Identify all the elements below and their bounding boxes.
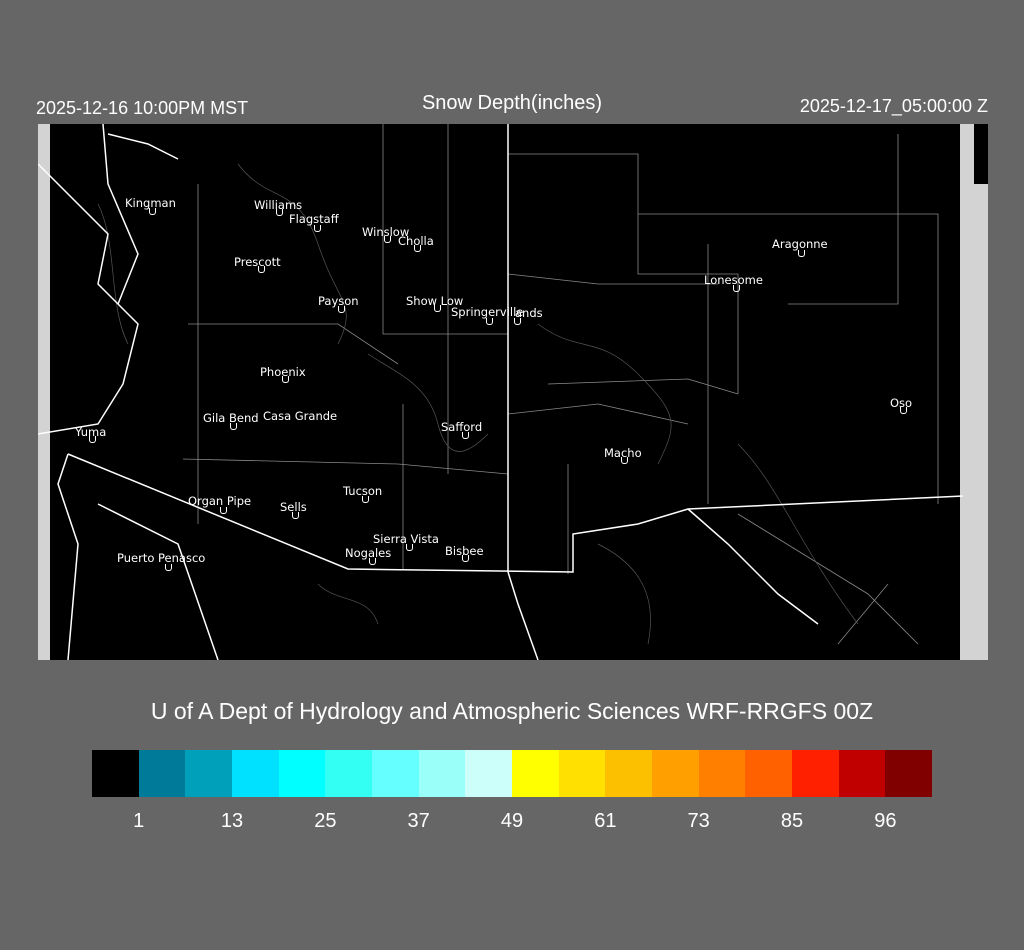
colorbar-tick-label: 25 [314, 810, 337, 832]
city-marker-icon [314, 225, 321, 232]
colorbar-swatch [278, 750, 326, 797]
colorbar-swatch [418, 750, 466, 797]
city-marker-icon [621, 457, 628, 464]
city-label: Show Low [406, 294, 464, 308]
city-marker-icon [220, 507, 227, 514]
colorbar-tick-label: 73 [687, 810, 710, 832]
colorbar-swatch [698, 750, 746, 797]
county-lines [182, 124, 939, 645]
city-marker-icon [462, 555, 469, 562]
city-label: Flagstaff [289, 212, 339, 226]
city-label: Sells [280, 500, 307, 514]
city-marker-icon [514, 318, 521, 325]
city-label: Sierra Vista [373, 532, 439, 546]
city-label: Cholla [398, 234, 434, 248]
city-marker-icon [362, 496, 369, 503]
city-label: Williams [254, 198, 303, 212]
city-label: Springerville [451, 305, 524, 319]
city-label: Oso [890, 396, 913, 410]
city-label: Tucson [343, 484, 383, 498]
terrain-contours [97, 163, 859, 645]
colorbar-swatch [138, 750, 186, 797]
city-marker-icon [230, 423, 237, 430]
map-boundaries [38, 124, 988, 660]
city-marker-icon [434, 305, 441, 312]
city-label: Bisbee [445, 544, 484, 558]
city-marker-icon [369, 558, 376, 565]
city-label: ands [515, 306, 543, 320]
city-label: Safford [441, 420, 483, 434]
colorbar-swatch [792, 750, 839, 797]
city-label: Organ Pipe [188, 494, 252, 508]
colorbar-swatch [885, 750, 933, 797]
city-label: Macho [604, 446, 642, 460]
no-data-strip-left [38, 124, 50, 660]
city-label: Nogales [345, 546, 392, 560]
city-label: Kingman [125, 196, 176, 210]
city-label: Gila Bend [203, 411, 259, 425]
colorbar-tick-label: 96 [874, 810, 897, 832]
city-label: Phoenix [260, 365, 306, 379]
city-marker-icon [276, 209, 283, 216]
city-marker-icon [900, 407, 907, 414]
no-data-strip-right [960, 124, 988, 660]
city-marker-icon [338, 306, 345, 313]
snow-depth-map [38, 124, 988, 660]
colorbar-tick-label: 49 [500, 810, 524, 832]
state-borders [38, 124, 964, 660]
local-time: 2025-12-16 10:00PM MST [36, 98, 249, 118]
city-marker-icon [89, 436, 96, 443]
city-label: Yuma [75, 425, 107, 439]
colorbar-swatch [232, 750, 279, 797]
colorbar-swatch [372, 750, 419, 797]
colorbar-tick-label: 61 [594, 810, 617, 832]
utc-time: 2025-12-17_05:00:00 Z [799, 96, 988, 116]
colorbar-tick-label: 37 [407, 810, 430, 832]
city-marker-icon [406, 544, 413, 551]
colorbar-swatch [558, 750, 606, 797]
colorbar [92, 750, 933, 797]
city-label: Puerto Penasco [117, 551, 206, 565]
city-label: Aragonne [772, 237, 828, 251]
city-marker-icon [282, 376, 289, 383]
credit-text: U of A Dept of Hydrology and Atmospheric… [150, 698, 874, 724]
colorbar-swatch [745, 750, 793, 797]
city-marker-icon [733, 285, 740, 292]
map-title: Snow Depth(inches) [421, 92, 603, 114]
city-marker-icon [292, 512, 299, 519]
city-marker-icon [384, 236, 391, 243]
colorbar-swatch [838, 750, 886, 797]
colorbar-swatch [185, 750, 233, 797]
city-label: Prescott [234, 255, 281, 269]
colorbar-tick-label: 85 [780, 810, 804, 832]
city-marker-icon [258, 266, 265, 273]
city-marker-icon [165, 564, 172, 571]
city-label: Casa Grande [263, 409, 338, 423]
colorbar-swatch [92, 750, 139, 797]
colorbar-swatch [605, 750, 653, 797]
city-marker-icon [462, 432, 469, 439]
city-label: Lonesome [704, 273, 763, 287]
colorbar-swatch [512, 750, 559, 797]
colorbar-swatch [325, 750, 373, 797]
city-marker-icon [798, 250, 805, 257]
city-label: Winslow [362, 225, 410, 239]
city-marker-icon [149, 208, 156, 215]
city-marker-icon [486, 318, 493, 325]
colorbar-tick-label: 1 [133, 810, 145, 832]
city-marker-icon [414, 245, 421, 252]
colorbar-swatch [652, 750, 699, 797]
colorbar-swatch [465, 750, 513, 797]
colorbar-tick-label: 13 [220, 810, 244, 832]
city-label: Payson [318, 294, 359, 308]
